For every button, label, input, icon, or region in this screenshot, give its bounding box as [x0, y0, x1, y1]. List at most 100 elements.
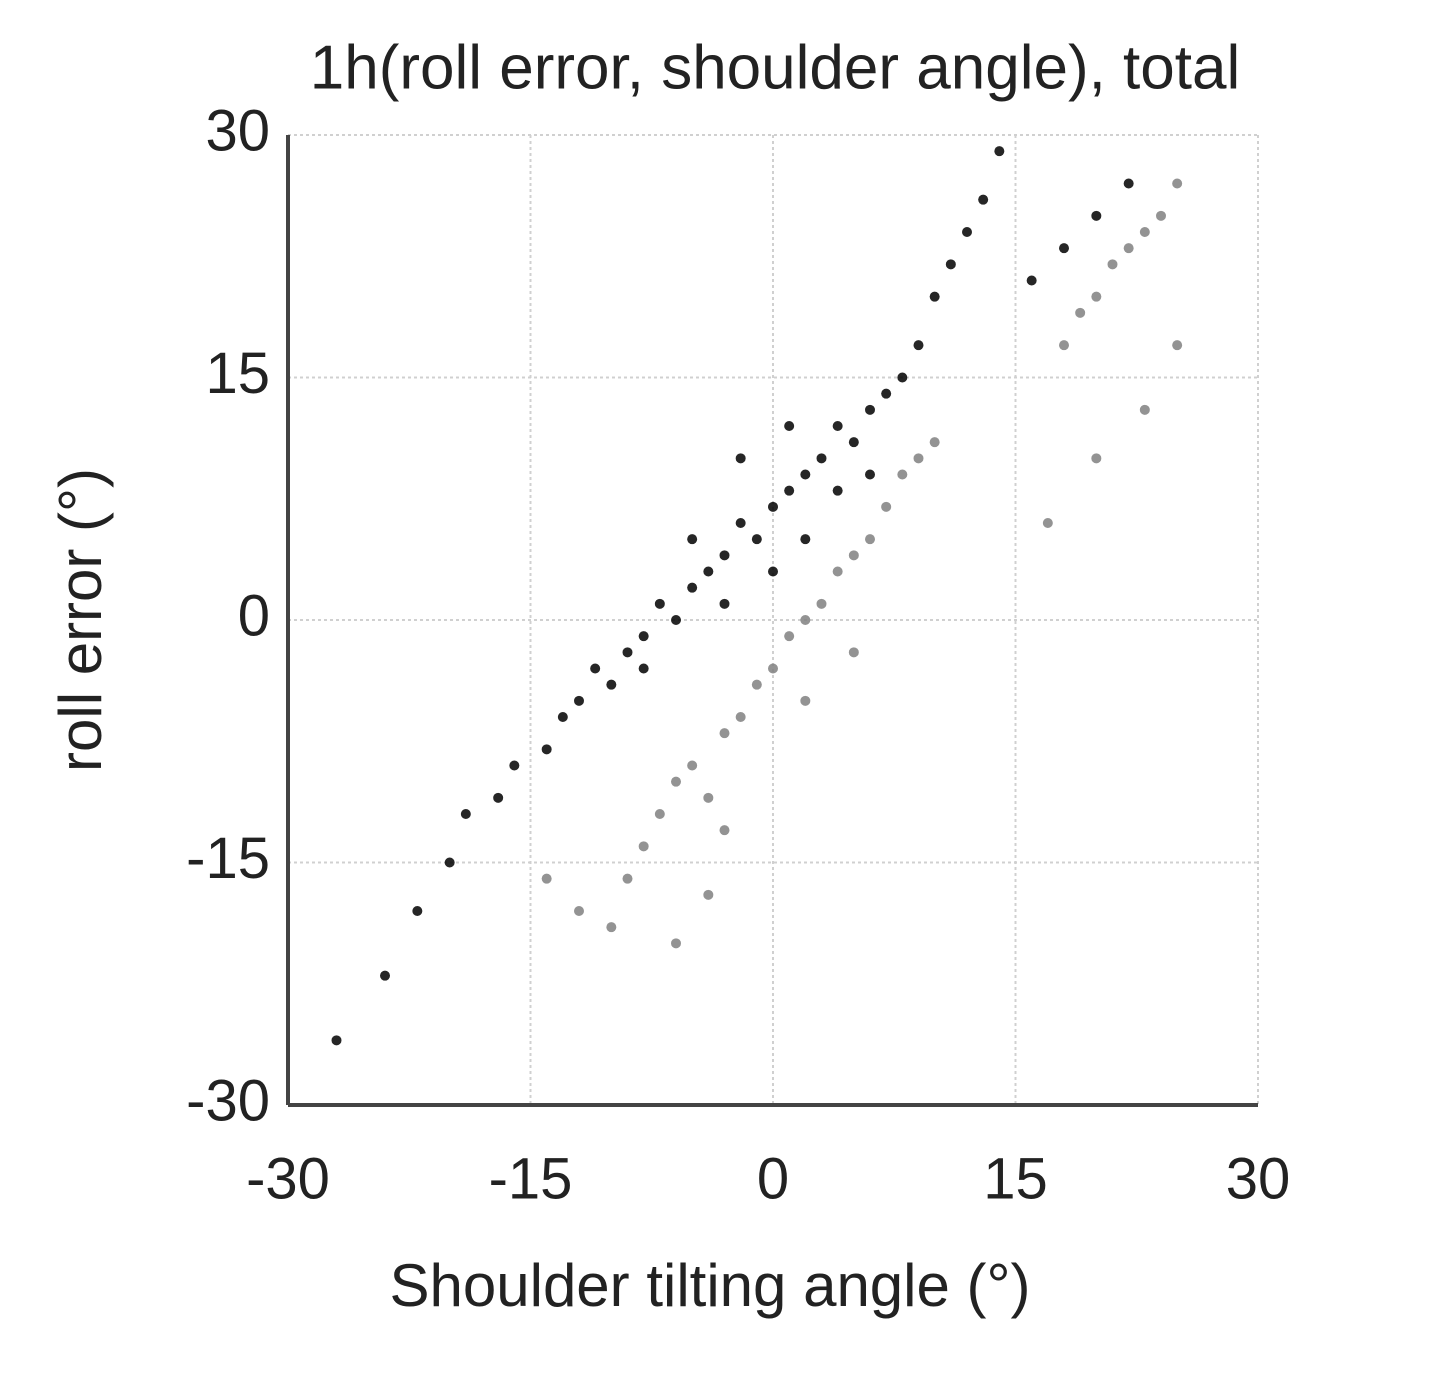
scatter-point: [638, 663, 649, 674]
scatter-point: [574, 906, 584, 916]
scatter-point: [1091, 210, 1102, 221]
scatter-point: [751, 679, 762, 690]
scatter-point: [687, 760, 698, 771]
x-axis-label: Shoulder tilting angle (°): [389, 1252, 1030, 1319]
scatter-point: [735, 712, 746, 722]
scatter-point: [638, 841, 649, 852]
scatter-point: [1059, 340, 1069, 351]
scatter-point: [816, 453, 827, 464]
scatter-point: [913, 340, 924, 351]
scatter-point: [1026, 275, 1037, 286]
scatter-point: [865, 534, 875, 545]
scatter-point: [929, 291, 940, 302]
scatter-point: [897, 469, 908, 480]
scatter-point: [671, 938, 681, 949]
scatter-point: [768, 566, 778, 577]
scatter-point: [460, 809, 471, 819]
scatter-point: [1172, 178, 1183, 189]
scatter-point: [654, 598, 665, 609]
scatter-point: [412, 906, 423, 916]
scatter-point: [541, 744, 552, 755]
scatter-point: [994, 146, 1005, 157]
scatter-point: [380, 970, 390, 981]
scatter-point: [784, 485, 795, 496]
scatter-point: [784, 421, 795, 431]
scatter-point: [541, 873, 552, 884]
scatter-point: [832, 566, 843, 577]
scatter-point: [671, 776, 681, 787]
scatter-point: [719, 598, 730, 609]
scatter-point: [1156, 210, 1166, 221]
chart-title: 1h(roll error, shoulder angle), total: [310, 33, 1240, 102]
scatter-point: [703, 792, 714, 803]
scatter-point: [848, 647, 859, 658]
scatter-point: [962, 227, 972, 237]
scatter-point: [444, 857, 455, 868]
scatter-point: [832, 421, 843, 431]
x-tick-label: 0: [757, 1146, 789, 1211]
scatter-point: [865, 404, 875, 415]
scatter-point: [848, 437, 859, 448]
scatter-point: [768, 501, 778, 512]
scatter-point: [881, 501, 892, 512]
scatter-point: [331, 1035, 342, 1046]
scatter-point: [622, 647, 633, 658]
scatter-point: [719, 550, 730, 561]
scatter-point: [1075, 307, 1086, 318]
scatter-point: [654, 809, 665, 819]
scatter-point: [1172, 340, 1183, 351]
x-tick-label: -15: [489, 1146, 573, 1211]
y-axis-label: roll error (°): [47, 468, 114, 772]
scatter-point: [574, 695, 584, 706]
scatter-point: [1123, 243, 1134, 254]
scatter-point: [590, 663, 601, 674]
y-tick-label: 0: [238, 583, 270, 648]
y-tick-label: -30: [186, 1068, 270, 1133]
x-tick-label: 30: [1226, 1146, 1291, 1211]
x-tick-label: -30: [246, 1146, 330, 1211]
scatter-point: [1091, 291, 1102, 302]
scatter-point: [751, 534, 762, 545]
scatter-point: [784, 631, 795, 642]
scatter-point: [929, 437, 940, 448]
scatter-point: [881, 388, 892, 399]
scatter-point: [719, 825, 730, 836]
y-tick-label: 15: [205, 341, 270, 406]
scatter-point: [848, 550, 859, 561]
scatter-point: [800, 534, 811, 545]
scatter-point: [687, 534, 698, 545]
scatter-point: [687, 582, 698, 593]
scatter-point: [800, 695, 811, 706]
scatter-point: [1139, 227, 1150, 237]
scatter-point: [557, 712, 568, 722]
scatter-point: [1107, 259, 1118, 270]
scatter-point: [978, 194, 989, 205]
scatter-point: [719, 728, 730, 739]
scatter-point: [1139, 404, 1150, 415]
y-tick-label: -15: [186, 826, 270, 891]
scatter-point: [913, 453, 924, 464]
scatter-point: [1091, 453, 1102, 464]
scatter-point: [735, 518, 746, 528]
scatter-point: [606, 679, 617, 690]
scatter-point: [638, 631, 649, 642]
scatter-point: [703, 889, 714, 900]
scatter-point: [1059, 243, 1069, 254]
scatter-point: [703, 566, 714, 577]
scatter-point: [816, 598, 827, 609]
scatter-point: [606, 922, 617, 933]
scatter-point: [735, 453, 746, 464]
scatter-point: [800, 469, 811, 480]
scatter-point: [509, 760, 520, 771]
scatter-point: [945, 259, 956, 270]
scatter-point: [768, 663, 778, 674]
scatter-point: [493, 792, 504, 803]
scatter-point: [800, 615, 811, 625]
scatter-point: [865, 469, 875, 480]
scatter-point: [1042, 518, 1053, 528]
scatter-point: [1123, 178, 1134, 189]
scatter-point: [622, 873, 633, 884]
y-tick-label: 30: [205, 98, 270, 163]
scatter-point: [832, 485, 843, 496]
